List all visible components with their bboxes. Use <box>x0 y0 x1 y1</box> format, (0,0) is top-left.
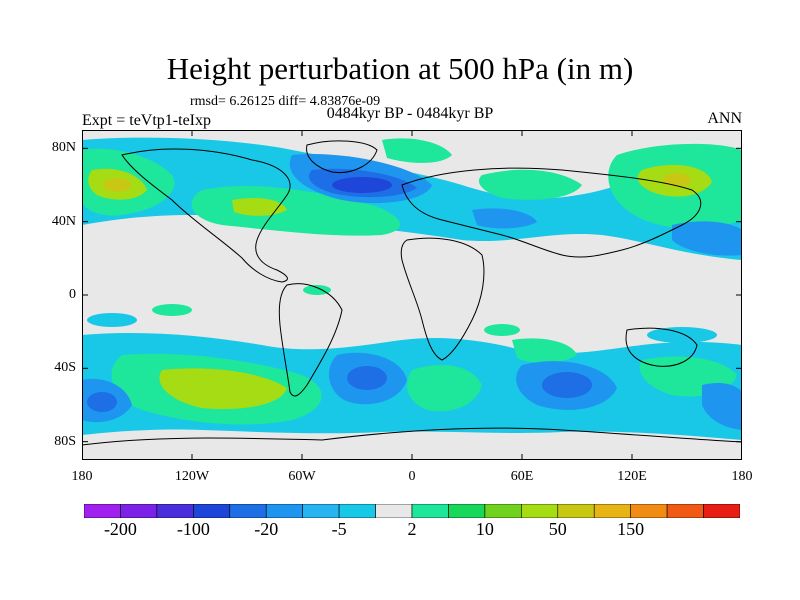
period-label: 0484kyr BP - 0484kyr BP <box>326 105 494 122</box>
x-tick-label: 60E <box>510 469 534 484</box>
experiment-label: Expt = teVtp1-teIxp <box>82 112 211 129</box>
tropical-weak-blue <box>87 313 717 343</box>
colorbar-swatch <box>484 504 522 518</box>
colorbar-swatch <box>521 504 559 518</box>
x-tick-label: 180 <box>71 469 93 484</box>
season-label: ANN <box>707 110 742 127</box>
colorbar-label: -200 <box>103 519 137 539</box>
colorbar-swatch <box>338 504 376 518</box>
colorbar <box>84 504 740 518</box>
greenland-coast <box>306 140 378 174</box>
nh-darkest-core <box>332 177 392 193</box>
colorbar-swatch <box>448 504 486 518</box>
plot-title: Height perturbation at 500 hPa (in m) <box>166 51 634 86</box>
colorbar-swatch <box>703 504 740 518</box>
coastlines <box>82 140 742 446</box>
sh-yellow-core <box>159 368 287 410</box>
colorbar-swatch <box>84 504 121 518</box>
colorbar-swatch <box>666 504 704 518</box>
colorbar-swatch <box>193 504 231 518</box>
y-tick-label: 40S <box>54 360 76 376</box>
x-tick-label: 0 <box>408 469 416 484</box>
y-tick-label: 0 <box>69 287 76 302</box>
x-tick-label: 180 <box>731 469 753 484</box>
nh-band <box>82 137 742 260</box>
colorbar-label: 50 <box>548 519 567 539</box>
colorbar-swatch <box>302 504 340 518</box>
north-america-coast <box>121 148 291 283</box>
colorbar-swatch <box>120 504 158 518</box>
colorbar-label: -5 <box>331 519 347 539</box>
south-america-coast <box>278 283 343 397</box>
africa-coast <box>400 237 485 361</box>
colorbar-label: 10 <box>475 519 494 539</box>
map-canvas <box>82 130 742 460</box>
x-tick-label: 120E <box>617 469 647 484</box>
colorbar-label: -100 <box>176 519 210 539</box>
colorbar-swatch <box>557 504 595 518</box>
colorbar-swatch <box>156 504 194 518</box>
colorbar-swatch <box>375 504 413 518</box>
colorbar-label: 150 <box>617 519 645 539</box>
stats-label: rmsd= 6.26125 diff= 4.83876e-09 <box>190 94 381 109</box>
x-tick-label: 120W <box>174 469 210 484</box>
australia-coast <box>625 327 698 367</box>
y-tick-label: 40N <box>51 213 76 229</box>
tick-marks <box>82 130 742 460</box>
nh-peak-cores <box>103 173 691 192</box>
colorbar-swatch <box>229 504 267 518</box>
colorbar-swatch <box>265 504 303 518</box>
y-tick-label: 80N <box>51 140 76 156</box>
eurasia-coast <box>401 167 702 258</box>
sh-deep-blue-cores <box>87 366 592 412</box>
colorbar-label: -20 <box>254 519 279 539</box>
colorbar-swatch <box>411 504 449 518</box>
y-tick-label: 80S <box>54 433 76 449</box>
colorbar-swatch <box>630 504 668 518</box>
x-tick-label: 60W <box>288 469 316 484</box>
map-panel <box>82 130 742 460</box>
colorbar-label: 2 <box>407 519 417 539</box>
colorbar-swatch <box>593 504 631 518</box>
antarctica-coast <box>82 427 742 446</box>
tropical-weak-features <box>152 285 520 336</box>
